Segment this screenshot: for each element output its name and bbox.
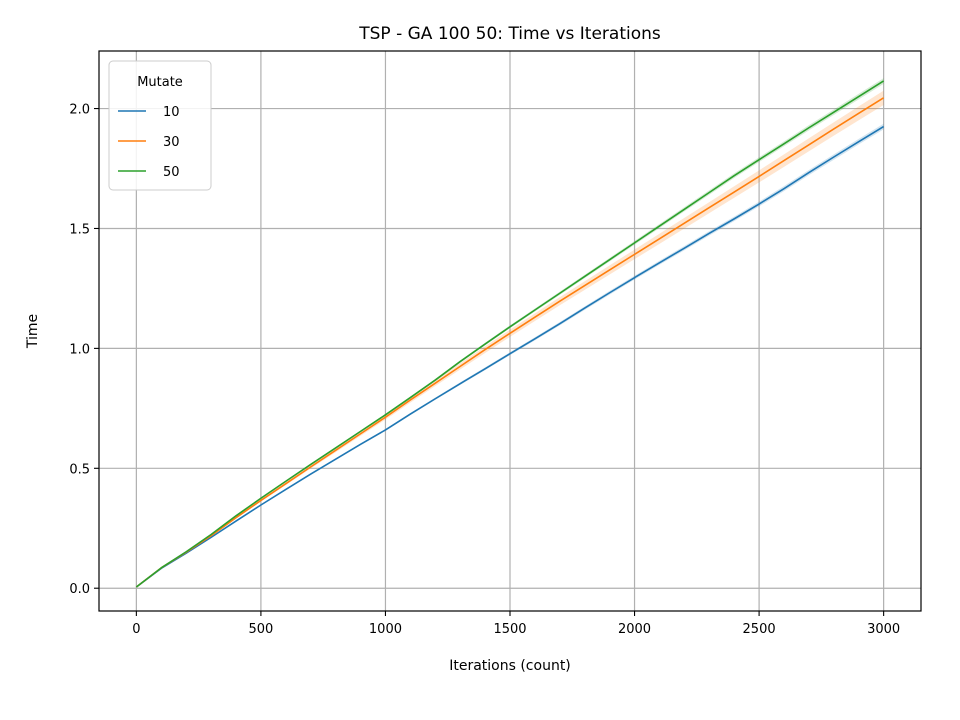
- x-tick-label: 1500: [493, 622, 526, 637]
- y-tick-label: 2.0: [69, 103, 90, 118]
- series-band-10: [136, 123, 884, 588]
- grid: [99, 51, 921, 611]
- legend-label-50: 50: [163, 165, 180, 180]
- x-tick-label: 3000: [867, 622, 900, 637]
- legend-title: Mutate: [137, 75, 183, 90]
- axis-ticks: 0 500 1000 1500 2000 2500 3000 0.0 0.5 1.0 1.5 2.0: [69, 103, 900, 637]
- x-tick-label: 0: [132, 622, 140, 637]
- y-tick-label: 1.5: [69, 222, 90, 237]
- legend-entries: 10 30 50: [118, 105, 180, 180]
- y-tick-label: 1.0: [69, 342, 90, 357]
- x-tick-label: 500: [248, 622, 273, 637]
- legend-label-10: 10: [163, 105, 180, 120]
- legend-label-30: 30: [163, 135, 180, 150]
- y-axis-label: Time: [25, 314, 41, 349]
- y-tick-label: 0.5: [69, 462, 90, 477]
- x-tick-label: 2000: [618, 622, 651, 637]
- legend-box: [108, 60, 212, 191]
- x-tick-label: 2500: [743, 622, 776, 637]
- x-axis-label: Iterations (count): [449, 658, 571, 674]
- legend: Mutate 10 30 50: [108, 60, 212, 191]
- series-line-50: [135, 80, 885, 588]
- y-tick-label: 0.0: [69, 582, 90, 597]
- series-band-50: [136, 78, 884, 588]
- series-line-10: [135, 125, 885, 588]
- series-line-30: [135, 97, 885, 588]
- x-tick-label: 1000: [369, 622, 402, 637]
- chart-title: TSP - GA 100 50: Time vs Iterations: [358, 24, 661, 44]
- series-lines: [135, 80, 885, 588]
